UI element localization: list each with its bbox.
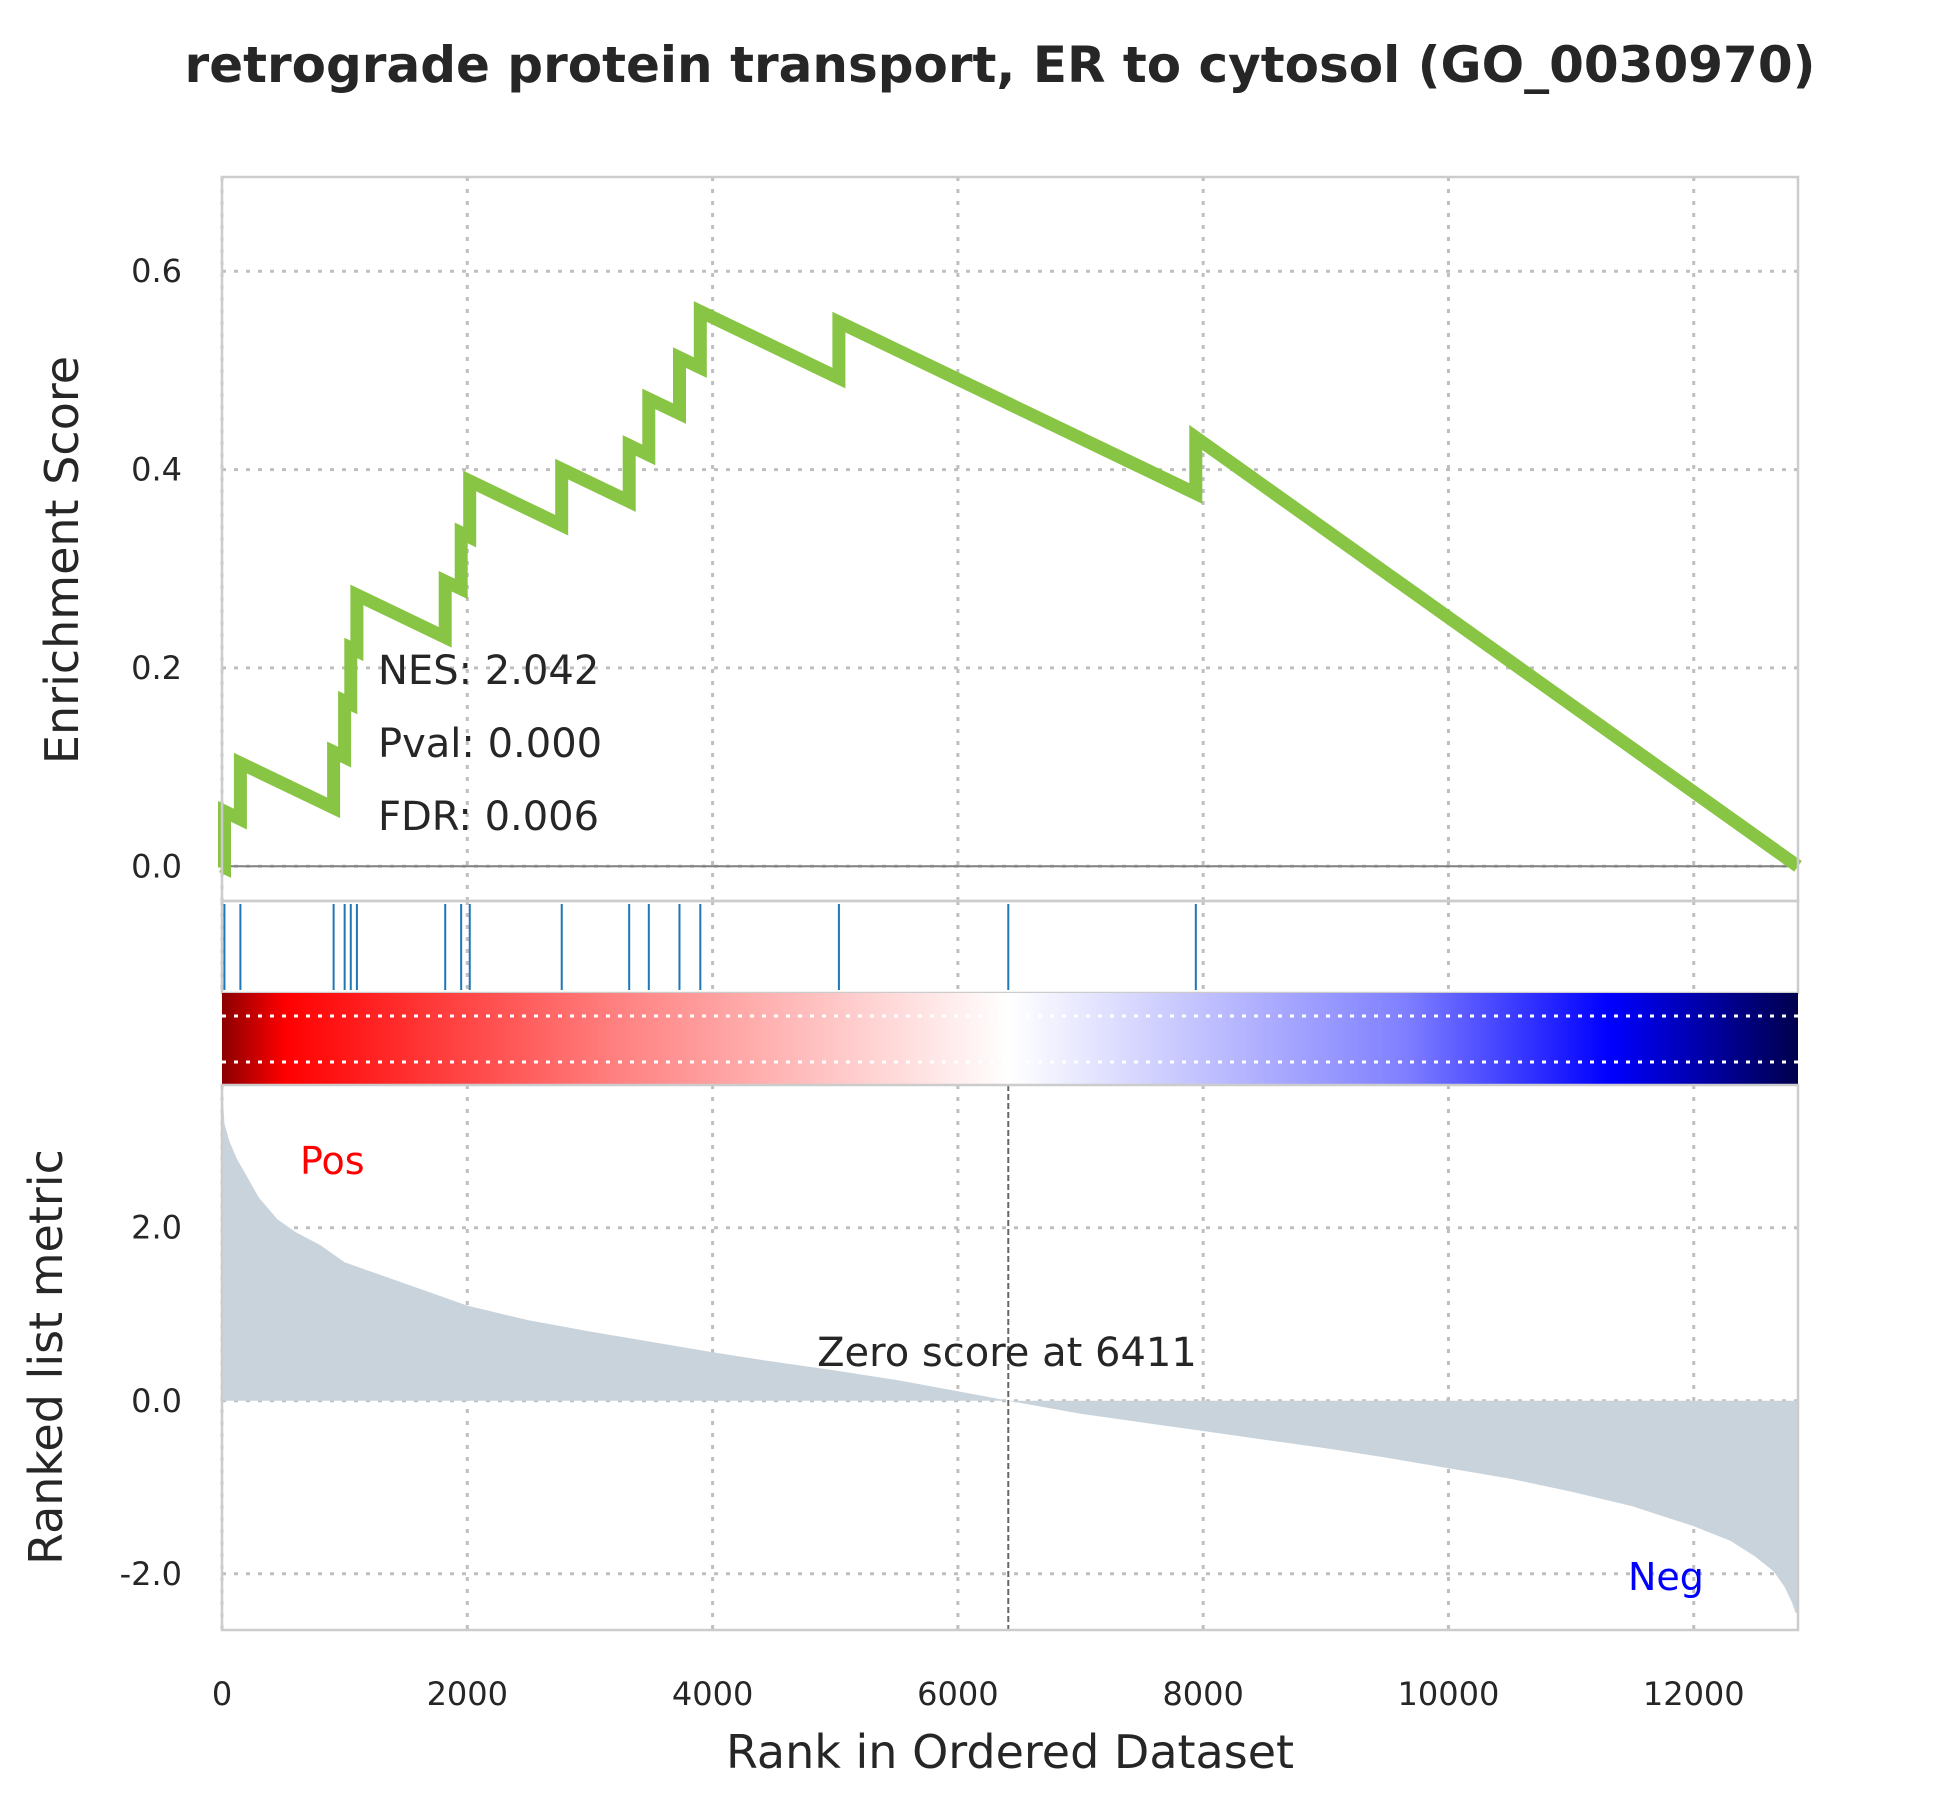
nes-label: NES: 2.042 (378, 648, 599, 694)
rank-colorbar-gradient (222, 993, 1798, 1085)
pos-label: Pos (300, 1139, 365, 1183)
zero-score-label: Zero score at 6411 (817, 1330, 1197, 1376)
x-tick-label: 2000 (427, 1675, 508, 1713)
enrichment-grid (220, 177, 1798, 901)
enrichment-score-panel: 0.0 0.2 0.4 0.6 NES: 2.042 Pval: 0.000 FDR:… (35, 175, 1802, 903)
neg-label: Neg (1628, 1555, 1704, 1599)
enrichment-y-axis-label: Enrichment Score (35, 356, 89, 764)
fdr-label: FDR: 0.006 (378, 794, 599, 840)
y-tick-label: 0.0 (131, 1382, 182, 1420)
y-tick-label: 2.0 (131, 1209, 182, 1247)
ranked-metric-frame (220, 1083, 1800, 1632)
ranked-metric-area (222, 1085, 1798, 1613)
y-tick-label: 0.4 (131, 451, 182, 489)
y-tick-label: 0.6 (131, 252, 182, 290)
x-tick-label: 0 (212, 1675, 232, 1713)
x-tick-label: 10000 (1398, 1675, 1500, 1713)
x-axis-ticks: 0 2000 4000 6000 8000 10000 12000 (212, 1675, 1745, 1713)
y-tick-label: 0.0 (131, 847, 182, 885)
y-tick-label: -2.0 (120, 1555, 182, 1593)
y-tick-label: 0.2 (131, 649, 182, 687)
chart-title: retrograde protein transport, ER to cyto… (185, 36, 1816, 94)
enrichment-y-ticks: 0.0 0.2 0.4 0.6 (131, 252, 182, 885)
pval-label: Pval: 0.000 (378, 721, 602, 767)
hit-tags-frame (220, 899, 1800, 995)
x-tick-label: 8000 (1162, 1675, 1243, 1713)
hit-tags-grid (220, 901, 1696, 993)
ranked-metric-y-ticks: -2.0 0.0 2.0 (120, 1209, 182, 1593)
x-axis-label: Rank in Ordered Dataset (726, 1725, 1294, 1779)
hit-tags-panel (220, 899, 1800, 995)
rank-colorbar (222, 993, 1798, 1085)
x-tick-label: 6000 (917, 1675, 998, 1713)
hit-tags (223, 904, 1197, 990)
x-tick-label: 12000 (1643, 1675, 1745, 1713)
x-tick-label: 4000 (672, 1675, 753, 1713)
ranked-metric-panel: -2.0 0.0 2.0 Pos Neg Zero score at 6411 Ra… (19, 1083, 1800, 1632)
enrichment-score-line (218, 301, 1802, 878)
ranked-metric-y-axis-label: Ranked list metric (19, 1149, 73, 1565)
